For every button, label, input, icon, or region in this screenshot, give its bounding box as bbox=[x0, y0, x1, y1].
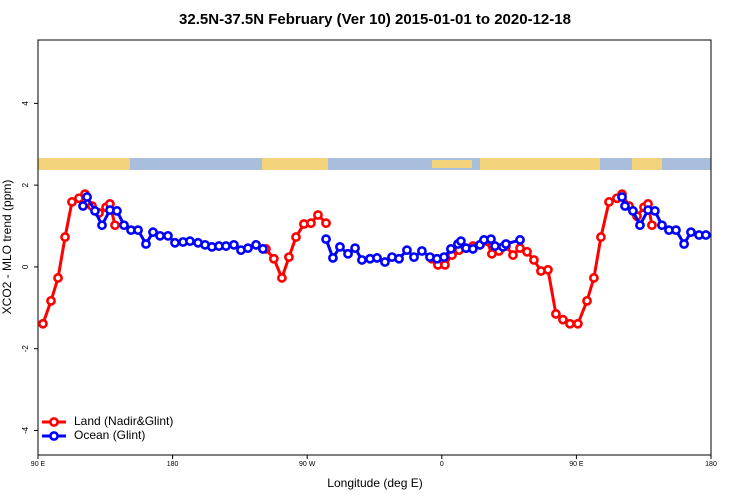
x-tick-label: 90 W bbox=[299, 461, 316, 468]
point bbox=[284, 252, 294, 263]
plot-frame bbox=[37, 39, 712, 456]
point bbox=[133, 225, 143, 236]
point bbox=[372, 253, 382, 263]
y-axis-label: XCO2 - MLO trend (ppm) bbox=[0, 180, 14, 315]
point bbox=[251, 239, 261, 250]
point bbox=[357, 255, 367, 265]
x-tick-label: 90 E bbox=[31, 461, 46, 468]
series-line bbox=[41, 191, 654, 326]
y-tick-label: -2 bbox=[21, 345, 30, 353]
point bbox=[456, 236, 466, 247]
y-tick-label: 4 bbox=[21, 101, 30, 106]
point bbox=[650, 206, 660, 216]
point bbox=[321, 234, 331, 245]
point bbox=[543, 264, 553, 275]
point bbox=[60, 232, 70, 242]
point bbox=[97, 220, 107, 231]
point bbox=[343, 248, 353, 259]
point bbox=[277, 273, 287, 283]
point bbox=[67, 197, 77, 207]
point bbox=[515, 235, 525, 245]
point bbox=[679, 239, 689, 249]
point bbox=[243, 243, 253, 254]
point bbox=[82, 192, 92, 202]
point bbox=[572, 318, 583, 329]
point bbox=[635, 220, 645, 231]
x-tick-label: 180 bbox=[167, 461, 179, 468]
point bbox=[350, 243, 360, 254]
point bbox=[522, 246, 532, 257]
point bbox=[657, 220, 667, 231]
point bbox=[229, 239, 239, 250]
x-axis-label: Longitude (deg E) bbox=[327, 476, 422, 490]
point bbox=[647, 220, 657, 231]
point bbox=[501, 239, 511, 249]
point bbox=[112, 206, 122, 216]
point bbox=[148, 227, 158, 238]
legend-label: Land (Nadir&Glint) bbox=[74, 414, 173, 428]
x-tick-label: 90 E bbox=[569, 461, 584, 468]
point bbox=[671, 225, 681, 236]
point bbox=[402, 245, 412, 256]
point bbox=[701, 230, 711, 240]
point bbox=[582, 295, 592, 306]
point bbox=[321, 218, 331, 229]
point bbox=[529, 255, 539, 265]
point bbox=[313, 210, 323, 220]
y-tick-label: -4 bbox=[21, 426, 30, 434]
map-strip bbox=[38, 158, 711, 170]
point bbox=[468, 244, 478, 254]
point bbox=[155, 230, 165, 241]
point bbox=[446, 244, 456, 254]
point bbox=[335, 241, 345, 252]
point bbox=[328, 253, 338, 263]
point bbox=[394, 253, 404, 264]
point bbox=[110, 220, 120, 231]
point bbox=[119, 220, 129, 231]
point bbox=[440, 259, 450, 270]
point bbox=[565, 318, 575, 329]
series-line bbox=[81, 193, 706, 264]
point bbox=[291, 232, 301, 242]
point bbox=[306, 218, 316, 229]
x-tick-label: 0 bbox=[440, 461, 444, 468]
point bbox=[439, 252, 449, 263]
y-tick-label: 2 bbox=[21, 182, 30, 187]
point bbox=[551, 309, 561, 319]
point bbox=[596, 232, 606, 242]
legend-label: Ocean (Glint) bbox=[74, 428, 145, 442]
point bbox=[46, 295, 56, 306]
point bbox=[508, 250, 518, 260]
point bbox=[380, 257, 390, 267]
point bbox=[185, 236, 195, 247]
point bbox=[90, 206, 100, 216]
point bbox=[258, 244, 268, 254]
chart-title: 32.5N-37.5N February (Ver 10) 2015-01-01… bbox=[179, 11, 571, 28]
point bbox=[588, 273, 599, 283]
point bbox=[490, 241, 500, 251]
point bbox=[221, 241, 231, 251]
y-tick-label: 0 bbox=[21, 264, 30, 269]
point bbox=[558, 314, 568, 325]
point bbox=[78, 201, 88, 211]
legend-marker bbox=[49, 431, 59, 441]
point bbox=[38, 318, 48, 329]
point bbox=[486, 234, 496, 245]
point bbox=[628, 206, 638, 216]
point bbox=[417, 246, 427, 256]
point bbox=[686, 227, 696, 238]
point bbox=[620, 201, 630, 211]
point bbox=[617, 192, 627, 202]
point bbox=[141, 239, 151, 249]
point bbox=[53, 273, 63, 283]
legend-marker bbox=[49, 417, 59, 427]
x-tick-label: 180 bbox=[705, 461, 717, 468]
point bbox=[268, 253, 279, 264]
point bbox=[170, 237, 180, 248]
point bbox=[604, 197, 614, 207]
point bbox=[163, 230, 173, 241]
point bbox=[409, 252, 419, 263]
